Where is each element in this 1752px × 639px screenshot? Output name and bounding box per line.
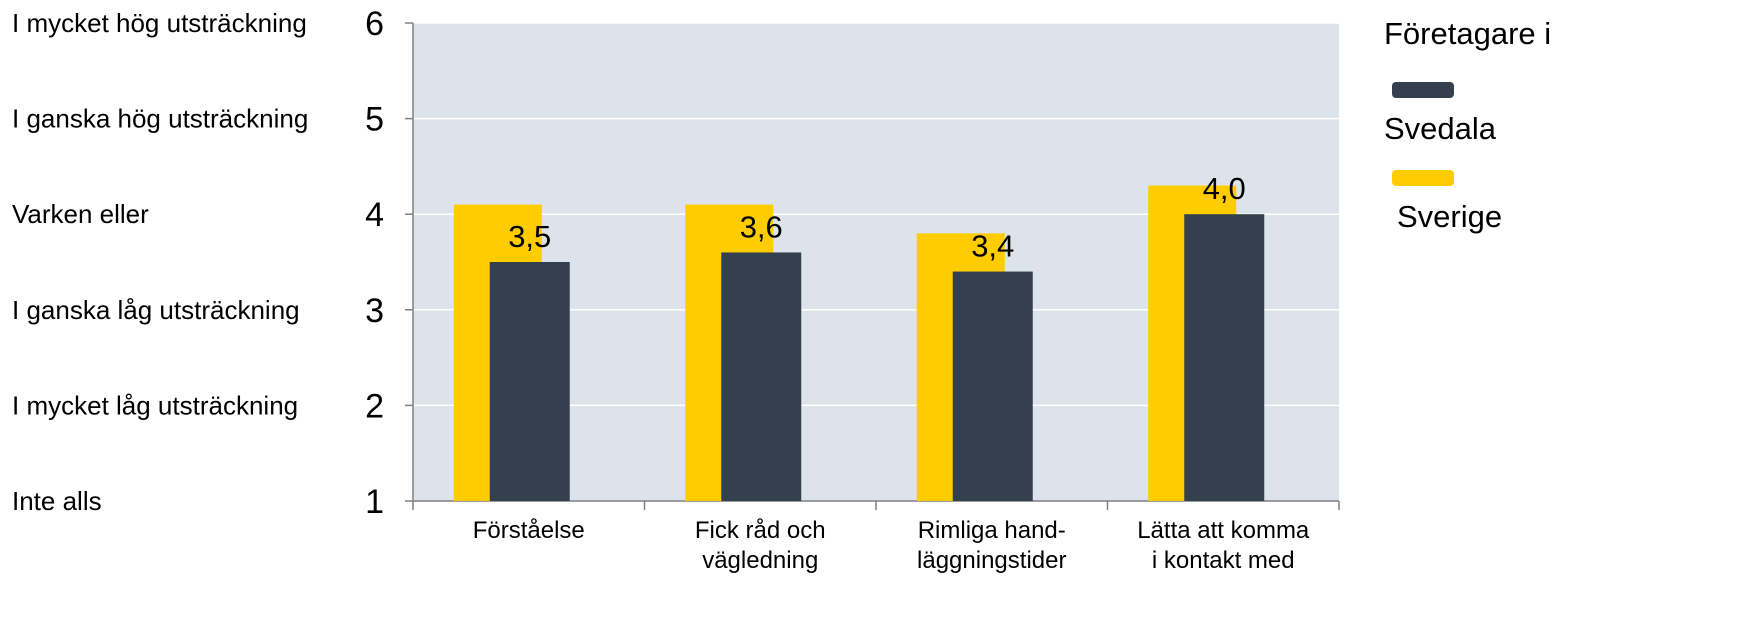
legend-swatch-sverige	[1392, 170, 1454, 186]
legend-label-sverige: Sverige	[1397, 199, 1502, 234]
scale-label: I mycket låg utsträckning	[12, 390, 298, 420]
x-category-label: läggningstider	[917, 547, 1066, 574]
bar-svedala	[489, 262, 570, 501]
bar-svedala	[1184, 214, 1265, 501]
legend-title: Företagare i	[1384, 16, 1551, 51]
data-label: 3,6	[740, 209, 783, 244]
y-tick-label: 3	[365, 292, 384, 330]
y-tick-label: 5	[365, 101, 384, 139]
y-tick-label: 4	[365, 196, 384, 234]
y-tick-label: 1	[365, 483, 384, 521]
x-category-label: Förståelse	[473, 517, 585, 544]
scale-label: Varken eller	[12, 199, 149, 229]
x-category-label: Rimliga hand-	[918, 517, 1066, 544]
x-category-label: Fick råd och	[695, 517, 826, 544]
x-category-label: Lätta att komma	[1137, 517, 1310, 544]
legend-label-svedala: Svedala	[1384, 111, 1497, 146]
data-label: 3,5	[508, 219, 551, 254]
data-label: 4,0	[1203, 171, 1246, 206]
legend-swatch-svedala	[1392, 82, 1454, 98]
bar-svedala	[952, 271, 1033, 501]
scale-label: Inte alls	[12, 486, 102, 516]
data-label: 3,4	[971, 229, 1014, 264]
y-tick-label: 2	[365, 387, 384, 425]
bar-svedala	[721, 252, 802, 501]
scale-label: I ganska låg utsträckning	[12, 295, 300, 325]
x-category-label: i kontakt med	[1152, 547, 1295, 574]
x-category-label: vägledning	[702, 547, 818, 574]
scale-label: I mycket hög utsträckning	[12, 8, 307, 38]
y-tick-label: 6	[365, 5, 384, 43]
scale-label: I ganska hög utsträckning	[12, 104, 308, 134]
